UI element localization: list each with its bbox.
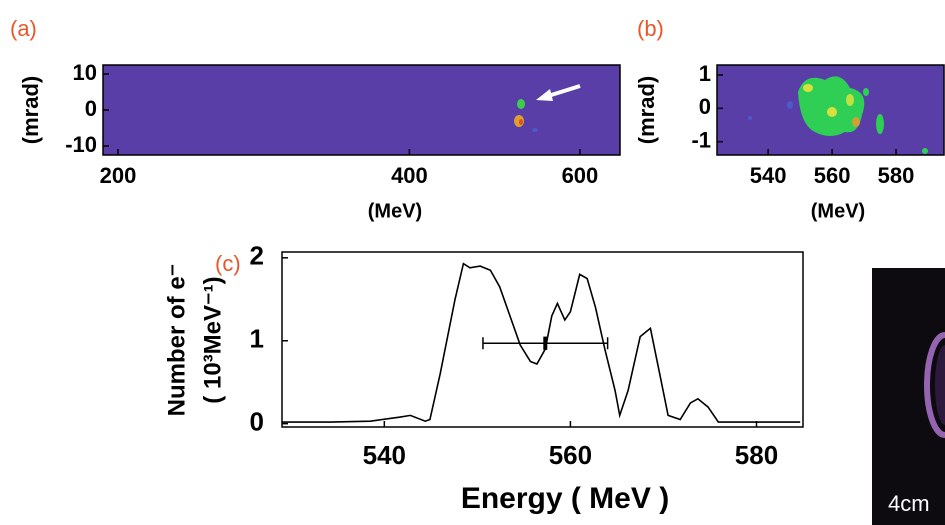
spectrum-line xyxy=(282,262,801,423)
x-tick-label: 560 xyxy=(814,163,851,188)
x-axis-label: Energy ( MeV ) xyxy=(461,482,669,515)
y-tick-label: 0 xyxy=(250,407,264,437)
y-tick-label: 10 xyxy=(73,60,97,85)
plot-frame xyxy=(281,251,804,428)
x-axis-label: (MeV) xyxy=(811,200,865,222)
panel-label: (c) xyxy=(215,251,241,276)
image-b-features xyxy=(748,76,928,154)
panel-label: (a) xyxy=(10,16,37,41)
x-tick-label: 560 xyxy=(549,440,592,470)
photo: 4cm xyxy=(872,268,945,525)
panel-label: (b) xyxy=(637,16,664,41)
x-tick-label: 540 xyxy=(363,440,406,470)
y-axis-label: ( 10³MeV⁻¹) xyxy=(199,276,226,403)
plot-frame xyxy=(716,64,945,156)
x-tick-label: 600 xyxy=(562,163,599,188)
y-tick-label: 0 xyxy=(85,96,97,121)
y-axis-label: Number of e⁻ xyxy=(163,264,190,417)
x-tick-label: 200 xyxy=(100,163,137,188)
x-tick-label: 400 xyxy=(391,163,428,188)
photo-caption: 4cm xyxy=(888,491,930,516)
y-tick-label: 2 xyxy=(250,241,264,271)
y-tick-label: 0 xyxy=(699,94,711,119)
y-tick-label: -1 xyxy=(691,127,711,152)
x-tick-label: 580 xyxy=(878,163,915,188)
x-tick-label: 540 xyxy=(750,163,787,188)
y-tick-label: -10 xyxy=(65,132,97,157)
y-axis-label: (mrad) xyxy=(634,76,659,144)
y-tick-label: 1 xyxy=(250,324,264,354)
image-a-features xyxy=(514,84,581,132)
y-axis-label: (mrad) xyxy=(18,76,43,144)
image-background xyxy=(103,65,620,155)
y-tick-label: 1 xyxy=(699,61,711,86)
x-axis-label: (MeV) xyxy=(368,200,422,222)
x-tick-label: 580 xyxy=(735,440,778,470)
